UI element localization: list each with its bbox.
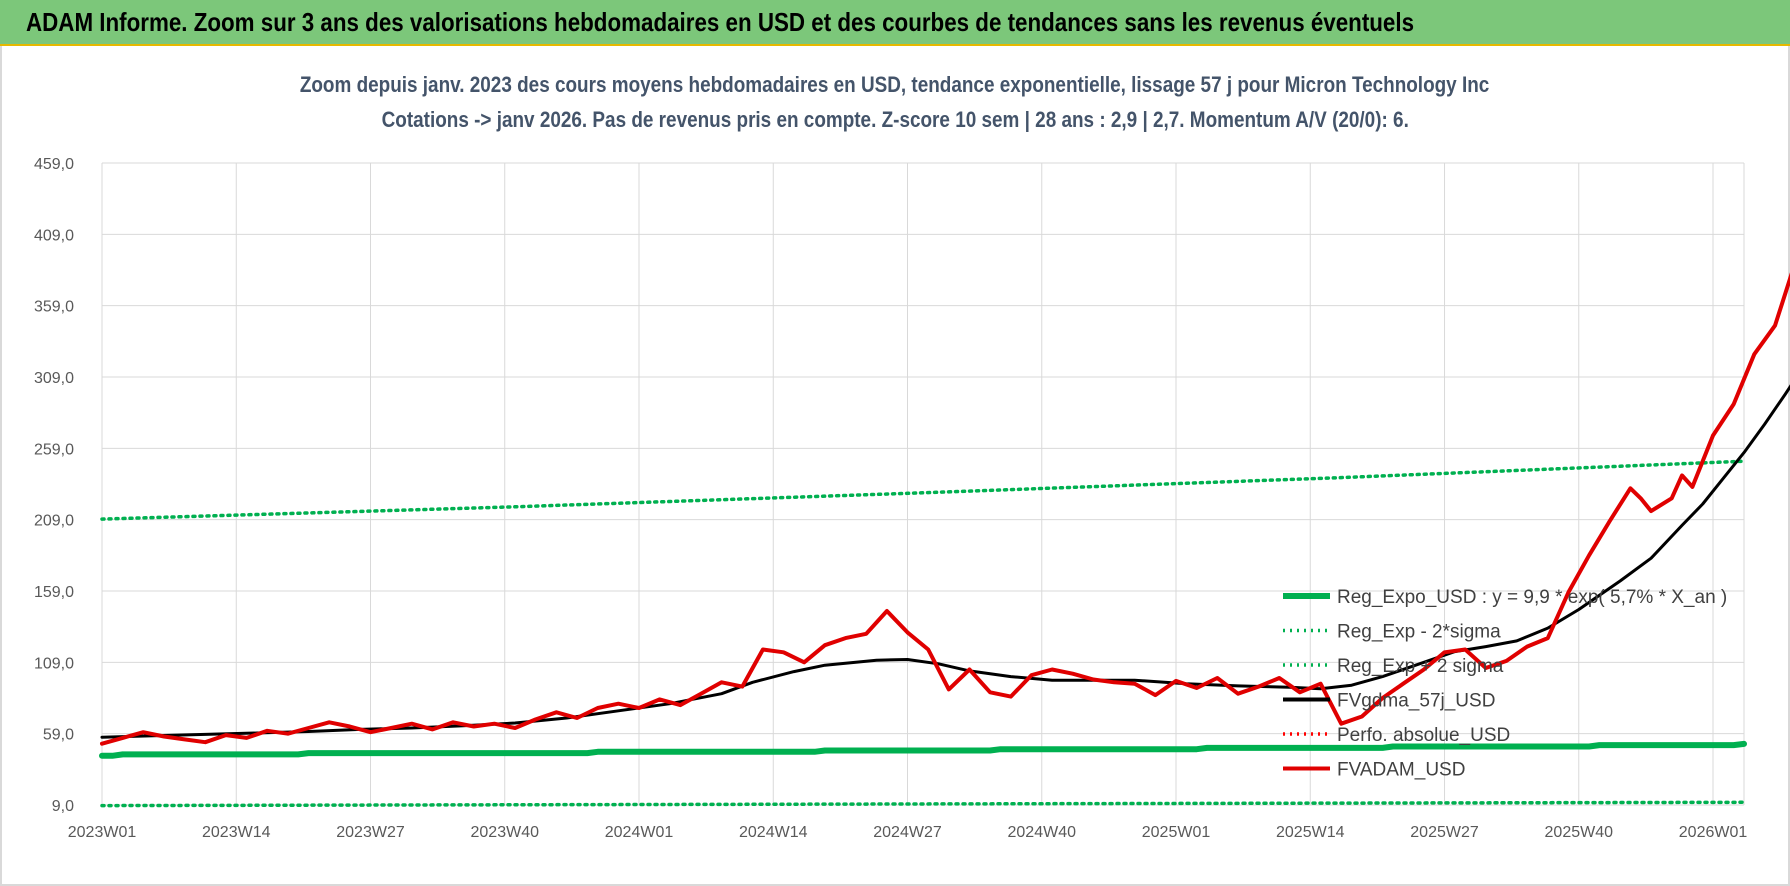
x-tick-label-12: 2026W01 [1679,824,1748,841]
y-tick-label-0: 459,0 [34,156,74,173]
x-tick-label-2: 2023W27 [336,824,405,841]
series-reg-expo-line [99,740,1747,759]
series-fvadam-line [100,272,1790,746]
legend-label-0: Reg_Expo_USD : y = 9,9 * exp( 5,7% * X_a… [1337,587,1727,608]
chart-title-line1: Zoom depuis janv. 2023 des cours moyens … [0,72,1790,98]
y-tick-label-7: 109,0 [34,655,74,672]
legend-label-4: Perfo. absolue_USD [1337,725,1510,746]
y-tick-label-2: 359,0 [34,299,74,316]
legend-label-2: Reg_Exp + 2 sigma [1337,656,1504,677]
x-tick-label-10: 2025W27 [1410,824,1479,841]
chart-frame [0,46,1790,886]
y-tick-label-4: 259,0 [34,441,74,458]
chart-title-line2: Cotations -> janv 2026. Pas de revenus p… [0,107,1790,133]
x-tick-label-7: 2024W40 [1008,824,1077,841]
legend-label-1: Reg_Exp - 2*sigma [1337,622,1501,643]
legend-label-5: FVADAM_USD [1337,760,1465,781]
x-tick-label-8: 2025W01 [1142,824,1211,841]
x-tick-label-11: 2025W40 [1545,824,1614,841]
series-reg-exp-minus-2sigma-line [100,800,1746,808]
y-tick-label-8: 59,0 [43,727,74,744]
y-tick-label-5: 209,0 [34,513,74,530]
y-tick-label-9: 9,0 [52,798,74,815]
legend-label-3: FVgdma_57j_USD [1337,691,1495,712]
series-reg-exp-plus-2sigma-line [100,459,1746,521]
page-title: ADAM Informe. Zoom sur 3 ans des valoris… [26,7,1415,37]
x-tick-label-0: 2023W01 [68,824,137,841]
y-tick-label-3: 309,0 [34,370,74,387]
chart-title-line2-text: Cotations -> janv 2026. Pas de revenus p… [381,107,1409,132]
x-tick-label-1: 2023W14 [202,824,271,841]
x-tick-label-5: 2024W14 [739,824,808,841]
y-tick-label-1: 409,0 [34,227,74,244]
chart-title-line1-text: Zoom depuis janv. 2023 des cours moyens … [300,72,1490,97]
x-tick-label-4: 2024W01 [605,824,674,841]
y-tick-label-6: 159,0 [34,584,74,601]
header-banner: ADAM Informe. Zoom sur 3 ans des valoris… [0,0,1790,46]
x-tick-label-3: 2023W40 [471,824,540,841]
series-fvgdma-line [100,384,1790,739]
x-tick-label-9: 2025W14 [1276,824,1345,841]
x-tick-label-6: 2024W27 [873,824,942,841]
